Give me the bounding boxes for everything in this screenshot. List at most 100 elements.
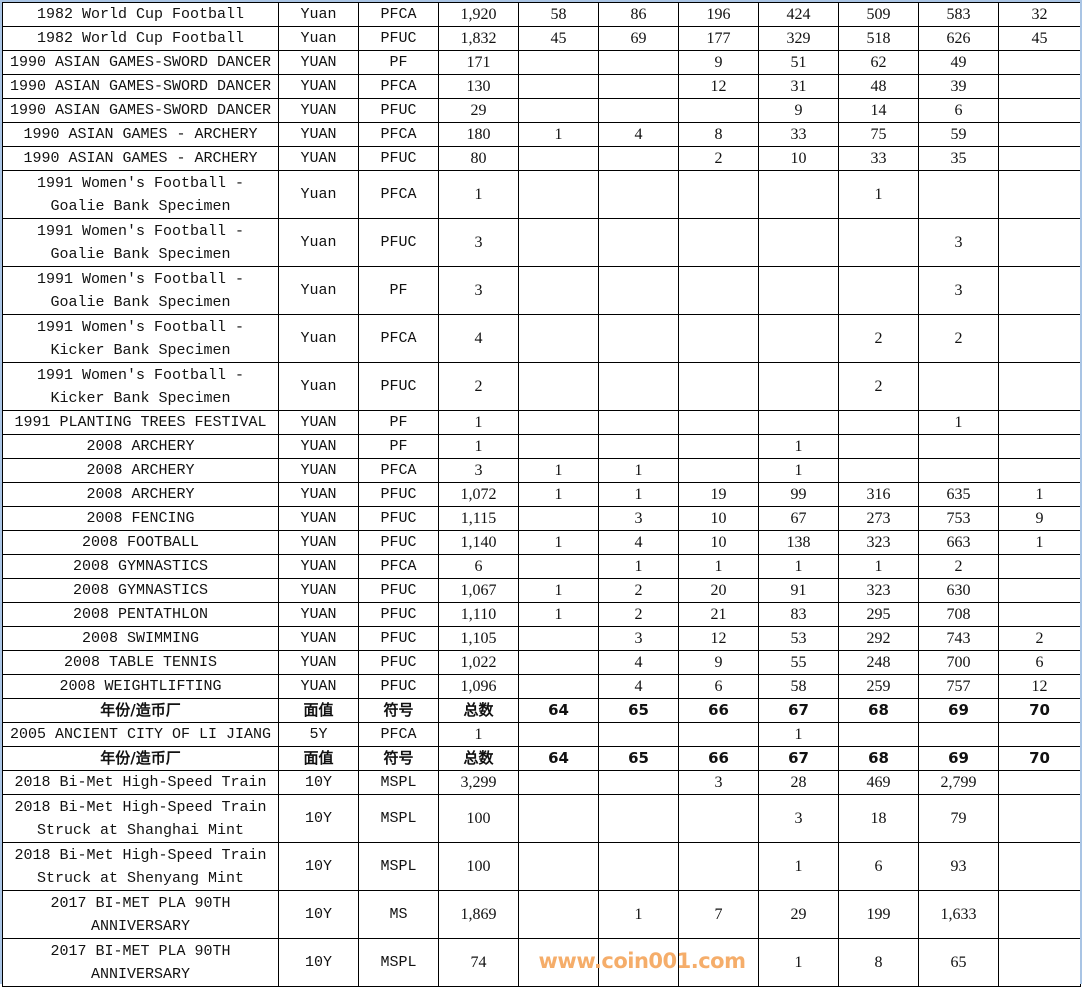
cell-denomination[interactable]: YUAN: [278, 482, 359, 507]
cell-mint-mark[interactable]: PFUC: [358, 626, 439, 651]
cell-mint-mark[interactable]: PFCA: [358, 122, 439, 147]
cell-grade-69[interactable]: 757: [918, 674, 999, 699]
cell-grade-69[interactable]: 35: [918, 146, 999, 171]
cell-grade-67[interactable]: [758, 266, 839, 315]
cell-grade-69[interactable]: 3: [918, 266, 999, 315]
header-grade-64[interactable]: 64: [518, 746, 599, 771]
cell-grade-65[interactable]: [598, 98, 679, 123]
cell-grade-67[interactable]: 424: [758, 2, 839, 27]
cell-name[interactable]: 1990 ASIAN GAMES - ARCHERY: [2, 122, 279, 147]
cell-name[interactable]: 2008 FOOTBALL: [2, 530, 279, 555]
cell-grade-70[interactable]: [998, 458, 1081, 483]
cell-grade-70[interactable]: [998, 578, 1081, 603]
cell-mint-mark[interactable]: MSPL: [358, 770, 439, 795]
cell-mint-mark[interactable]: PFCA: [358, 74, 439, 99]
header-grade-64[interactable]: 64: [518, 698, 599, 723]
cell-total[interactable]: 80: [438, 146, 519, 171]
cell-denomination[interactable]: YUAN: [278, 122, 359, 147]
cell-denomination[interactable]: YUAN: [278, 458, 359, 483]
cell-grade-66[interactable]: [678, 458, 759, 483]
cell-grade-70[interactable]: 6: [998, 650, 1081, 675]
cell-grade-69[interactable]: 583: [918, 2, 999, 27]
cell-mint-mark[interactable]: PFUC: [358, 482, 439, 507]
cell-grade-67[interactable]: 138: [758, 530, 839, 555]
cell-denomination[interactable]: YUAN: [278, 674, 359, 699]
header-grade-65[interactable]: 65: [598, 746, 679, 771]
cell-name[interactable]: 2008 TABLE TENNIS: [2, 650, 279, 675]
cell-mint-mark[interactable]: MSPL: [358, 842, 439, 891]
cell-grade-67[interactable]: 3: [758, 794, 839, 843]
cell-grade-66[interactable]: [678, 218, 759, 267]
cell-denomination[interactable]: YUAN: [278, 146, 359, 171]
cell-grade-64[interactable]: 58: [518, 2, 599, 27]
cell-grade-67[interactable]: 1: [758, 842, 839, 891]
cell-name[interactable]: 1991 PLANTING TREES FESTIVAL: [2, 410, 279, 435]
cell-denomination[interactable]: Yuan: [278, 314, 359, 363]
cell-grade-65[interactable]: [598, 266, 679, 315]
cell-mint-mark[interactable]: PFCA: [358, 314, 439, 363]
cell-denomination[interactable]: YUAN: [278, 434, 359, 459]
cell-grade-69[interactable]: 743: [918, 626, 999, 651]
cell-grade-70[interactable]: [998, 74, 1081, 99]
cell-name[interactable]: 1990 ASIAN GAMES-SWORD DANCER: [2, 98, 279, 123]
cell-grade-70[interactable]: [998, 50, 1081, 75]
cell-grade-68[interactable]: 2: [838, 314, 919, 363]
cell-denomination[interactable]: 10Y: [278, 938, 359, 987]
cell-total[interactable]: 6: [438, 554, 519, 579]
cell-grade-68[interactable]: [838, 218, 919, 267]
header-name[interactable]: 年份/造币厂: [2, 746, 279, 771]
cell-grade-68[interactable]: 1: [838, 170, 919, 219]
cell-denomination[interactable]: YUAN: [278, 74, 359, 99]
cell-grade-67[interactable]: 83: [758, 602, 839, 627]
cell-grade-66[interactable]: 9: [678, 650, 759, 675]
cell-grade-65[interactable]: 4: [598, 530, 679, 555]
cell-denomination[interactable]: YUAN: [278, 50, 359, 75]
cell-name[interactable]: 2008 WEIGHTLIFTING: [2, 674, 279, 699]
cell-grade-65[interactable]: [598, 362, 679, 411]
cell-grade-70[interactable]: 1: [998, 530, 1081, 555]
cell-grade-64[interactable]: [518, 626, 599, 651]
cell-grade-67[interactable]: 1: [758, 434, 839, 459]
cell-grade-64[interactable]: [518, 650, 599, 675]
cell-mint-mark[interactable]: PFUC: [358, 578, 439, 603]
cell-grade-67[interactable]: 53: [758, 626, 839, 651]
cell-grade-65[interactable]: 3: [598, 506, 679, 531]
cell-grade-70[interactable]: [998, 122, 1081, 147]
cell-total[interactable]: 1: [438, 170, 519, 219]
cell-grade-69[interactable]: 49: [918, 50, 999, 75]
cell-total[interactable]: 1: [438, 434, 519, 459]
cell-grade-68[interactable]: [838, 266, 919, 315]
cell-grade-68[interactable]: 33: [838, 146, 919, 171]
cell-grade-67[interactable]: [758, 218, 839, 267]
cell-name[interactable]: 2008 ARCHERY: [2, 434, 279, 459]
cell-grade-64[interactable]: [518, 314, 599, 363]
cell-mint-mark[interactable]: PFUC: [358, 26, 439, 51]
cell-grade-67[interactable]: [758, 170, 839, 219]
cell-grade-67[interactable]: 1: [758, 938, 839, 987]
cell-name[interactable]: 2008 SWIMMING: [2, 626, 279, 651]
cell-grade-64[interactable]: [518, 146, 599, 171]
cell-grade-65[interactable]: [598, 770, 679, 795]
cell-total[interactable]: 1,869: [438, 890, 519, 939]
cell-grade-67[interactable]: 91: [758, 578, 839, 603]
cell-grade-64[interactable]: [518, 410, 599, 435]
cell-grade-68[interactable]: [838, 458, 919, 483]
cell-grade-66[interactable]: [678, 98, 759, 123]
cell-name[interactable]: 2005 ANCIENT CITY OF LI JIANG: [2, 722, 279, 747]
cell-grade-68[interactable]: 273: [838, 506, 919, 531]
cell-denomination[interactable]: YUAN: [278, 602, 359, 627]
cell-grade-68[interactable]: 75: [838, 122, 919, 147]
header-mint-mark[interactable]: 符号: [358, 746, 439, 771]
cell-grade-66[interactable]: [678, 794, 759, 843]
cell-mint-mark[interactable]: PFUC: [358, 602, 439, 627]
cell-mint-mark[interactable]: MSPL: [358, 794, 439, 843]
cell-grade-64[interactable]: [518, 74, 599, 99]
cell-grade-66[interactable]: 10: [678, 530, 759, 555]
cell-total[interactable]: 1,096: [438, 674, 519, 699]
cell-name[interactable]: 2008 ARCHERY: [2, 458, 279, 483]
cell-total[interactable]: 1: [438, 410, 519, 435]
cell-total[interactable]: 100: [438, 842, 519, 891]
cell-grade-66[interactable]: 19: [678, 482, 759, 507]
cell-grade-66[interactable]: 12: [678, 74, 759, 99]
cell-grade-67[interactable]: 1: [758, 722, 839, 747]
